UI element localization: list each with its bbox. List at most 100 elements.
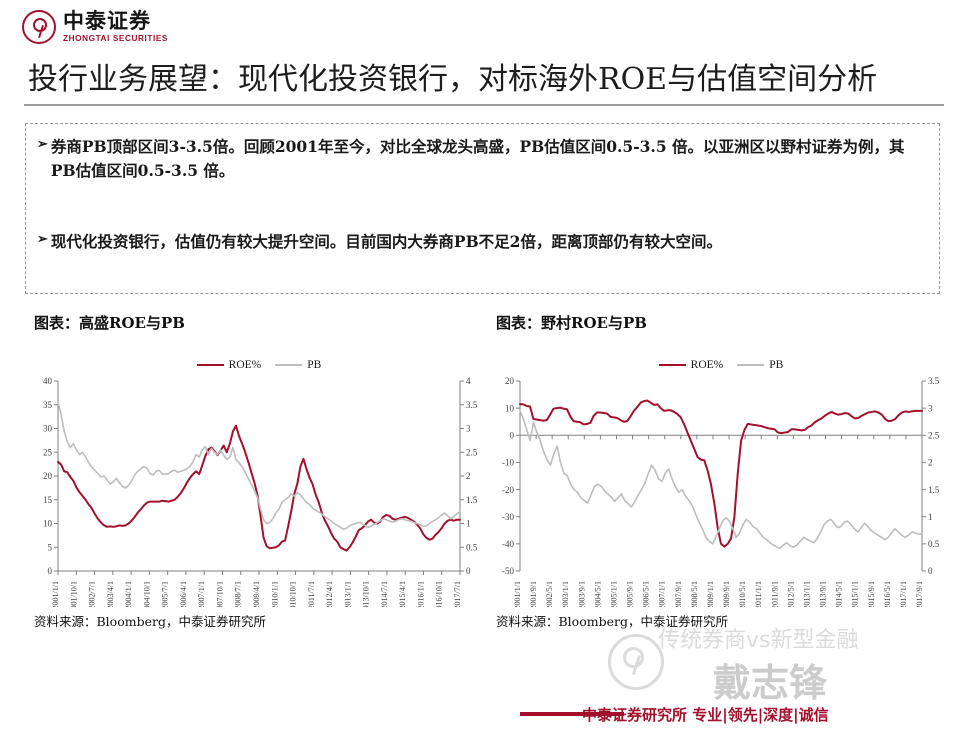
svg-text:2010/5/1: 2010/5/1 (738, 581, 747, 607)
svg-text:2010/1/1: 2010/1/1 (270, 581, 279, 607)
svg-text:1: 1 (466, 519, 471, 529)
title-divider (24, 104, 944, 106)
svg-text:2016/5/1: 2016/5/1 (883, 581, 892, 607)
svg-text:20: 20 (505, 376, 515, 386)
svg-text:2012/5/1: 2012/5/1 (786, 581, 795, 607)
svg-text:2017/9/1: 2017/9/1 (915, 581, 924, 607)
svg-text:40: 40 (43, 376, 53, 386)
svg-text:2007/1/1: 2007/1/1 (197, 581, 206, 607)
svg-text:2013/1/1: 2013/1/1 (343, 581, 352, 607)
svg-text:2014/5/1: 2014/5/1 (835, 581, 844, 607)
svg-text:0.5: 0.5 (466, 542, 478, 552)
svg-text:2012/4/1: 2012/4/1 (325, 581, 334, 607)
svg-text:2013/1/1: 2013/1/1 (802, 581, 811, 607)
svg-text:-40: -40 (502, 539, 514, 549)
svg-text:-30: -30 (502, 512, 514, 522)
svg-text:2011/9/1: 2011/9/1 (770, 581, 779, 607)
brand-name-cn: 中泰证券 (63, 8, 151, 33)
svg-text:3.5: 3.5 (466, 400, 478, 410)
svg-text:10: 10 (505, 403, 515, 413)
svg-text:0: 0 (928, 566, 933, 576)
svg-text:0: 0 (510, 430, 515, 440)
svg-text:2001/1/1: 2001/1/1 (51, 581, 60, 607)
legend-label-pb: PB (769, 359, 784, 371)
svg-text:2003/9/1: 2003/9/1 (577, 581, 586, 607)
chart-legend-goldman: ROE% PB (28, 359, 490, 371)
callout-box: ➢ 券商PB顶部区间3-3.5倍。回顾2001年至今，对比全球龙头高盛，PB估值… (25, 123, 940, 294)
svg-text:2008/5/1: 2008/5/1 (690, 581, 699, 607)
svg-text:2001/9/1: 2001/9/1 (529, 581, 538, 607)
svg-text:2015/4/1: 2015/4/1 (398, 581, 407, 607)
page-title: 投行业务展望：现代化投资银行，对标海外ROE与估值空间分析 (28, 62, 878, 97)
bullet-arrow-icon: ➢ (37, 137, 48, 152)
svg-text:2016/1/1: 2016/1/1 (416, 581, 425, 607)
chart-panel-goldman: 图表：高盛ROE与PB ROE% PB 0 5 10 15 20 25 30 35 40 0 0.5… (28, 312, 490, 702)
logo-text-block: 中泰证券 ZHONGTAI SECURITIES (63, 8, 168, 43)
svg-text:30: 30 (43, 424, 53, 434)
svg-text:2007/10/1: 2007/10/1 (215, 581, 224, 607)
svg-text:2002/5/1: 2002/5/1 (545, 581, 554, 607)
chart-svg-nomura: -50 -40 -30 -20 -10 0 10 20 0 0.5 1 1.5 2 2.5 3 3.5 2001… (502, 376, 940, 607)
svg-text:2013/9/1: 2013/9/1 (819, 581, 828, 607)
svg-text:2004/5/1: 2004/5/1 (593, 581, 602, 607)
svg-text:2013/10/1: 2013/10/1 (362, 581, 371, 607)
svg-text:0: 0 (48, 566, 53, 576)
svg-text:2001/1/1: 2001/1/1 (513, 581, 522, 607)
svg-text:4: 4 (466, 376, 471, 386)
svg-text:2: 2 (928, 458, 933, 468)
svg-text:2.5: 2.5 (466, 447, 478, 457)
company-logo: 中泰证券 ZHONGTAI SECURITIES (22, 10, 168, 44)
svg-text:2011/1/1: 2011/1/1 (754, 581, 763, 607)
legend-item-pb: PB (737, 359, 783, 371)
svg-text:2009/4/1: 2009/4/1 (252, 581, 261, 607)
legend-swatch-pb-icon (737, 363, 765, 367)
svg-text:-10: -10 (502, 458, 514, 468)
legend-swatch-roe-icon (658, 363, 686, 367)
svg-text:2017/7/1: 2017/7/1 (453, 581, 462, 607)
svg-text:2005/7/1: 2005/7/1 (161, 581, 170, 607)
svg-text:2003/1/1: 2003/1/1 (561, 581, 570, 607)
svg-text:5: 5 (48, 542, 53, 552)
chart-plot-goldman: 0 5 10 15 20 25 30 35 40 0 0.5 1 1.5 2 2.5 3 3.5 4 2001/1/… (28, 375, 490, 607)
footer-accent-bar (520, 712, 624, 716)
legend-label-pb: PB (307, 359, 322, 371)
legend-item-roe: ROE% (196, 359, 262, 371)
svg-text:2004/10/1: 2004/10/1 (142, 581, 151, 607)
chart-title-nomura: 图表：野村ROE与PB (496, 314, 647, 332)
svg-text:3: 3 (466, 424, 471, 434)
chart-source-goldman: 资料来源：Bloomberg，中泰证券研究所 (34, 614, 266, 629)
svg-text:2011/7/1: 2011/7/1 (307, 581, 316, 607)
callout-bullet-1-text: 券商PB顶部区间3-3.5倍。回顾2001年至今，对比全球龙头高盛，PB估值区间… (50, 137, 905, 181)
svg-text:2002/7/1: 2002/7/1 (88, 581, 97, 607)
svg-text:3: 3 (928, 403, 933, 413)
svg-text:2003/4/1: 2003/4/1 (106, 581, 115, 607)
chart-title-goldman: 图表：高盛ROE与PB (34, 314, 185, 332)
svg-text:2007/9/1: 2007/9/1 (674, 581, 683, 607)
svg-text:0: 0 (466, 566, 471, 576)
svg-text:1: 1 (928, 512, 933, 522)
svg-text:2007/1/1: 2007/1/1 (658, 581, 667, 607)
svg-text:-20: -20 (502, 485, 514, 495)
svg-text:-50: -50 (502, 566, 514, 576)
legend-swatch-pb-icon (275, 363, 303, 367)
brand-name-en: ZHONGTAI SECURITIES (63, 33, 168, 43)
svg-text:2001/10/1: 2001/10/1 (69, 581, 78, 607)
callout-bullet-2: ➢ 现代化投资银行，估值仍有较大提升空间。目前国内大券商PB不足2倍，距离顶部仍… (37, 230, 911, 254)
svg-text:1.5: 1.5 (928, 485, 940, 495)
callout-bullet-2-text: 现代化投资银行，估值仍有较大提升空间。目前国内大券商PB不足2倍，距离顶部仍有较… (50, 232, 722, 251)
svg-text:20: 20 (43, 471, 53, 481)
svg-text:2009/1/1: 2009/1/1 (706, 581, 715, 607)
chart-panel-nomura: 图表：野村ROE与PB ROE% PB -50 -40 -30 -20 -10 0 10 20… (490, 312, 952, 702)
zhongtai-logo-icon (22, 10, 56, 44)
svg-text:35: 35 (43, 400, 53, 410)
bullet-arrow-icon: ➢ (37, 232, 48, 247)
chart-legend-nomura: ROE% PB (490, 359, 952, 371)
svg-text:2005/9/1: 2005/9/1 (626, 581, 635, 607)
svg-text:2009/9/1: 2009/9/1 (722, 581, 731, 607)
svg-text:1.5: 1.5 (466, 495, 478, 505)
legend-label-roe: ROE% (228, 359, 262, 371)
svg-text:2016/10/1: 2016/10/1 (435, 581, 444, 607)
legend-item-roe: ROE% (658, 359, 723, 371)
svg-text:3.5: 3.5 (928, 376, 940, 386)
